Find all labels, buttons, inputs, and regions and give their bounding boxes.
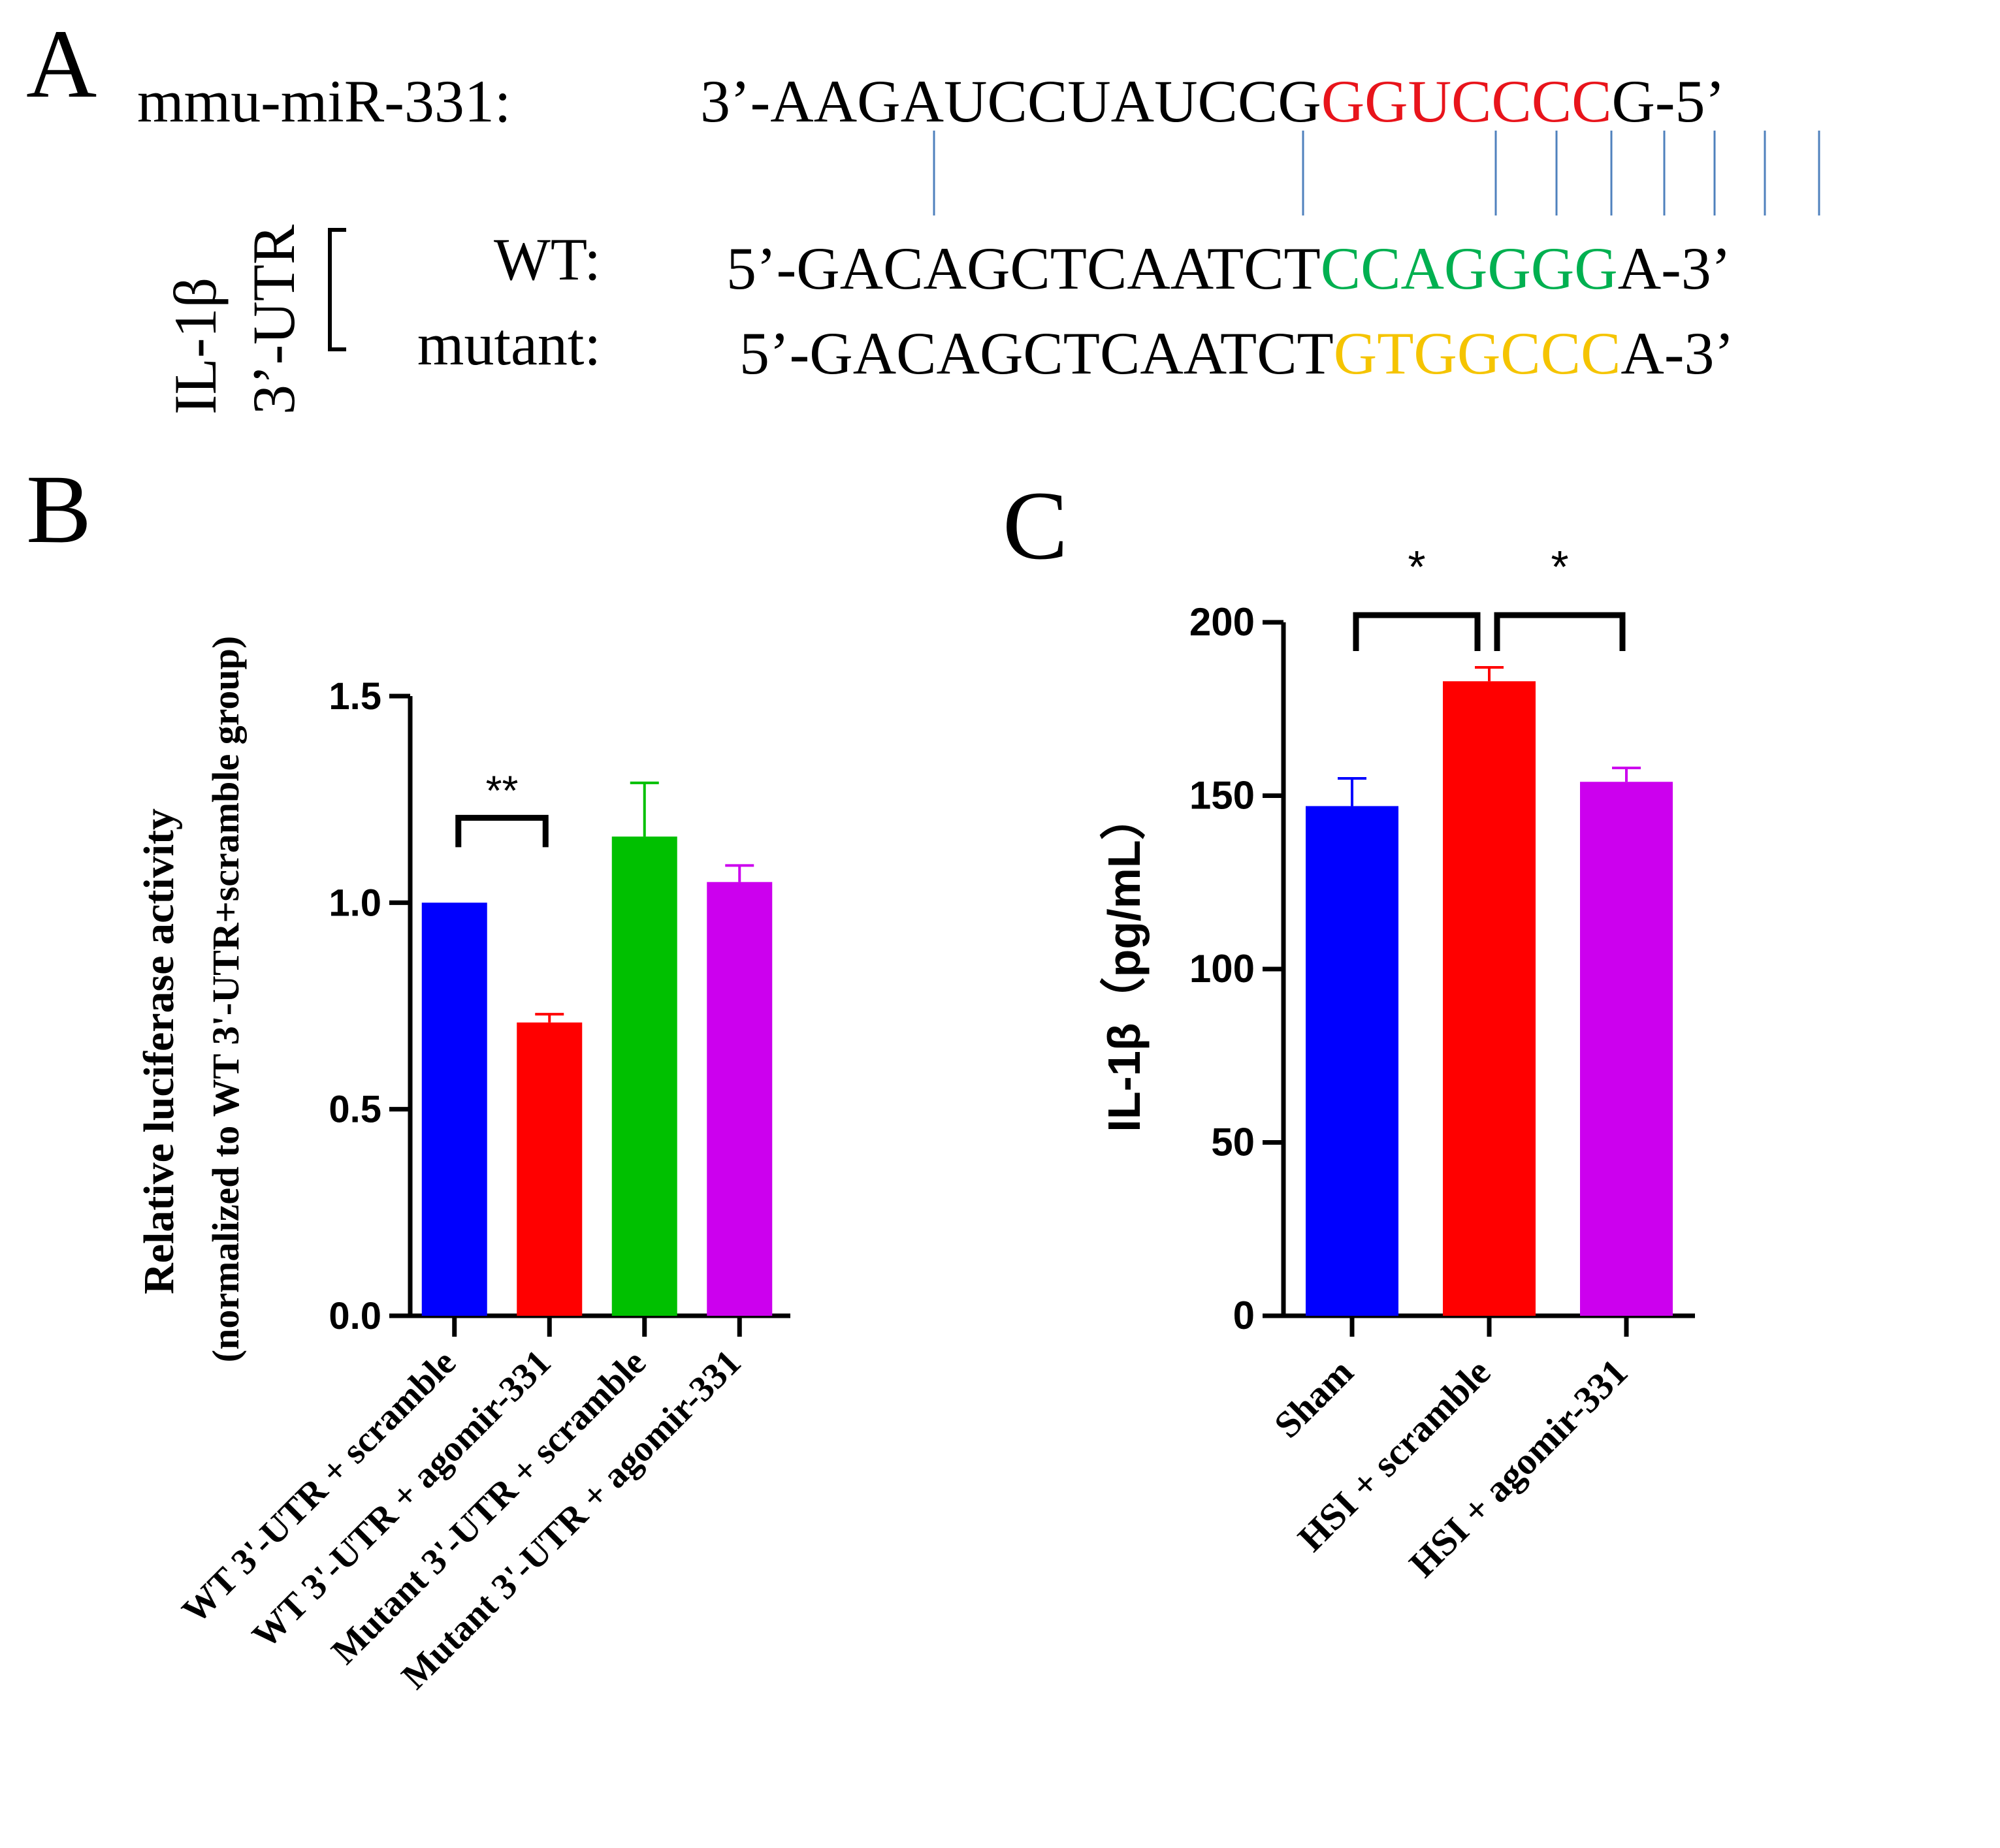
bar bbox=[421, 902, 487, 1316]
y-tick-label: 200 bbox=[1189, 600, 1255, 644]
significance-bracket bbox=[1353, 612, 1481, 652]
chart-b-ylabel2: (normalized to WT 3'-UTR+scramble group) bbox=[204, 636, 247, 1362]
significance-label: * bbox=[1551, 541, 1568, 592]
y-tick-label: 0.0 bbox=[329, 1295, 381, 1337]
bar bbox=[1580, 782, 1673, 1316]
gene-bracket bbox=[328, 228, 346, 351]
panel-b: B Relative luciferase activity (normaliz… bbox=[26, 455, 790, 1697]
mirna-seq-suffix: G-5’ bbox=[1611, 68, 1725, 135]
mutant-label: mutant: bbox=[417, 311, 601, 377]
significance-bracket bbox=[455, 814, 549, 848]
wt-seq-suffix: A-3’ bbox=[1618, 235, 1732, 302]
mirna-sequence: 3’-AAGAUCCUAUCCGGGUCCCCG-5’ bbox=[700, 68, 1725, 135]
mirna-seq-prefix: 3’-AAGAUCCUAUCCG bbox=[700, 68, 1321, 135]
mirna-seed-region: GGUCCCC bbox=[1321, 68, 1612, 135]
y-tick-label: 1.0 bbox=[329, 882, 381, 924]
mutant-seq-prefix: 5’-GACAGCTCAATCT bbox=[739, 320, 1334, 387]
y-tick-label: 100 bbox=[1189, 947, 1255, 991]
x-category-label: Sham bbox=[1266, 1350, 1361, 1446]
panel-c-letter: C bbox=[1003, 471, 1068, 580]
mutant-site: GTGGCCC bbox=[1334, 320, 1621, 387]
panel-a: A mmu-miR-331: 3’-AAGAUCCUAUCCGGGUCCCCG-… bbox=[26, 10, 1820, 415]
bar bbox=[1306, 806, 1398, 1316]
gene-label-il1b: IL-1β bbox=[162, 278, 229, 415]
wt-binding-site: CCAGGGG bbox=[1321, 235, 1618, 302]
y-tick-label: 0 bbox=[1233, 1294, 1255, 1337]
significance-label: ** bbox=[486, 767, 519, 814]
gene-label-utr: 3’-UTR bbox=[240, 224, 307, 415]
bar bbox=[707, 882, 773, 1316]
mutant-sequence: 5’-GACAGCTCAATCTGTGGCCCA-3’ bbox=[739, 320, 1734, 387]
y-tick-label: 50 bbox=[1211, 1121, 1255, 1164]
bar bbox=[517, 1022, 583, 1316]
wt-seq-prefix: 5’-GACAGCTCAATCT bbox=[726, 235, 1321, 302]
bar bbox=[1443, 681, 1536, 1316]
wt-sequence: 5’-GACAGCTCAATCTCCAGGGGA-3’ bbox=[726, 235, 1731, 302]
y-tick-label: 150 bbox=[1189, 774, 1255, 818]
pairing-lines bbox=[933, 131, 1820, 215]
panel-a-letter: A bbox=[26, 10, 97, 118]
wt-label: WT: bbox=[494, 226, 601, 293]
chart-b-ylabel: Relative luciferase activity bbox=[135, 808, 183, 1294]
bar bbox=[611, 836, 677, 1316]
y-tick-label: 0.5 bbox=[329, 1089, 381, 1131]
panel-b-letter: B bbox=[26, 455, 91, 564]
mutant-seq-suffix: A-3’ bbox=[1621, 320, 1734, 387]
mirna-label: mmu-miR-331: bbox=[137, 68, 511, 135]
y-tick-label: 1.5 bbox=[329, 675, 381, 718]
chart-c-ylabel: IL-1β（pg/mL） bbox=[1099, 794, 1150, 1132]
significance-label: * bbox=[1408, 541, 1425, 592]
significance-bracket bbox=[1494, 612, 1626, 652]
